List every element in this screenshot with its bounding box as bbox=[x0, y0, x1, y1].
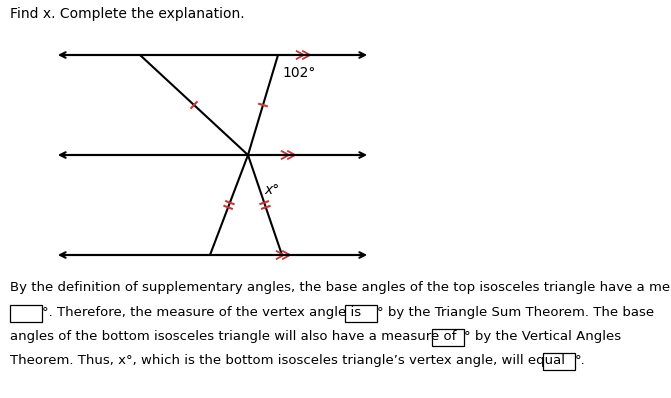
Text: x°: x° bbox=[264, 183, 279, 197]
Text: 102°: 102° bbox=[282, 66, 315, 80]
Text: °.: °. bbox=[575, 355, 586, 367]
Bar bbox=[345, 305, 377, 322]
Text: angles of the bottom isosceles triangle will also have a measure of: angles of the bottom isosceles triangle … bbox=[10, 330, 456, 343]
Text: ° by the Vertical Angles: ° by the Vertical Angles bbox=[464, 330, 621, 343]
Bar bbox=[432, 329, 464, 346]
Text: ° by the Triangle Sum Theorem. The base: ° by the Triangle Sum Theorem. The base bbox=[377, 306, 654, 320]
Text: By the definition of supplementary angles, the base angles of the top isosceles : By the definition of supplementary angle… bbox=[10, 281, 671, 294]
Bar bbox=[543, 353, 575, 370]
Text: Theorem. Thus, x°, which is the bottom isosceles triangle’s vertex angle, will e: Theorem. Thus, x°, which is the bottom i… bbox=[10, 355, 565, 367]
Bar bbox=[10, 305, 42, 322]
Text: °. Therefore, the measure of the vertex angle is: °. Therefore, the measure of the vertex … bbox=[42, 306, 361, 320]
Text: Find x. Complete the explanation.: Find x. Complete the explanation. bbox=[10, 7, 245, 21]
